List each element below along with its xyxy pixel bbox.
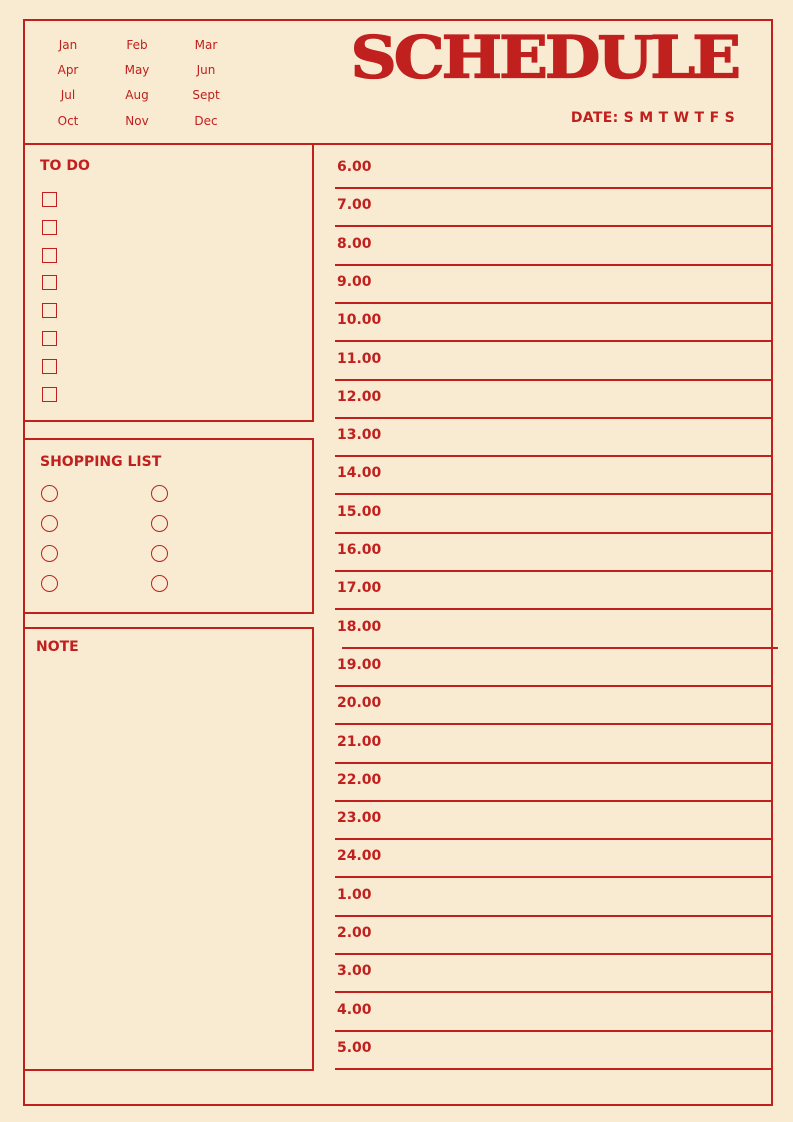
time-slot-line[interactable] <box>335 1067 771 1070</box>
time-slot-line[interactable] <box>335 799 771 802</box>
time-label: 7.00 <box>337 197 372 214</box>
time-slot-line[interactable] <box>335 953 771 955</box>
time-slot-line[interactable] <box>342 646 778 649</box>
time-slot-line[interactable] <box>335 570 771 572</box>
time-slot-line[interactable] <box>335 1029 771 1032</box>
todo-checkbox[interactable] <box>42 247 57 263</box>
page-title: SCHEDULE <box>350 24 742 93</box>
time-label: 10.00 <box>337 312 382 329</box>
time-slot-line[interactable] <box>335 991 771 994</box>
time-label: 9.00 <box>337 273 372 290</box>
time-label: 17.00 <box>337 580 382 597</box>
shopping-item-circle[interactable] <box>151 575 168 592</box>
time-slot-line[interactable] <box>335 531 771 534</box>
month-jul[interactable]: Jul <box>60 88 76 102</box>
time-label: 3.00 <box>337 963 372 980</box>
time-slot-line[interactable] <box>335 876 771 879</box>
time-label: 24.00 <box>337 848 382 865</box>
todo-checkbox[interactable] <box>42 219 57 235</box>
time-slot-line[interactable] <box>335 340 771 343</box>
note-heading: NOTE <box>36 639 79 655</box>
time-slot-line[interactable] <box>335 684 771 687</box>
note-section <box>23 627 314 1071</box>
time-label: 23.00 <box>337 810 382 827</box>
time-label: 11.00 <box>337 350 382 367</box>
date-label: DATE: S M T W T F S <box>570 110 735 126</box>
month-may[interactable]: May <box>124 63 150 77</box>
shopping-heading: SHOPPING LIST <box>40 454 162 470</box>
shopping-item-circle[interactable] <box>41 575 58 592</box>
time-slot-line[interactable] <box>335 301 771 304</box>
time-label: 13.00 <box>337 427 382 444</box>
time-label: 20.00 <box>337 695 382 712</box>
shopping-item-circle[interactable] <box>41 485 58 502</box>
todo-checkbox[interactable] <box>42 331 57 346</box>
time-slot-line[interactable] <box>335 493 771 496</box>
todo-checkbox[interactable] <box>42 358 57 374</box>
time-label: 15.00 <box>337 503 382 520</box>
time-label: 19.00 <box>337 656 382 673</box>
month-apr[interactable]: Apr <box>57 63 79 77</box>
todo-checkbox[interactable] <box>42 386 57 402</box>
time-label: 5.00 <box>337 1039 372 1056</box>
todo-checkbox[interactable] <box>42 275 57 291</box>
shopping-item-circle[interactable] <box>41 545 58 562</box>
month-jun[interactable]: Jun <box>196 63 216 77</box>
month-sept[interactable]: Sept <box>192 88 220 102</box>
time-slot-line[interactable] <box>335 838 771 841</box>
month-oct[interactable]: Oct <box>57 114 79 128</box>
time-slot-line[interactable] <box>335 455 771 458</box>
time-slot-line[interactable] <box>335 225 771 228</box>
month-mar[interactable]: Mar <box>194 38 218 52</box>
time-slot-line[interactable] <box>335 723 771 726</box>
time-label: 2.00 <box>337 925 372 941</box>
time-label: 4.00 <box>337 1001 372 1018</box>
time-label: 12.00 <box>337 388 382 405</box>
time-label: 16.00 <box>337 542 382 558</box>
shopping-section <box>23 438 314 614</box>
todo-heading: TO DO <box>40 158 90 174</box>
month-aug[interactable]: Aug <box>125 88 149 102</box>
todo-checkbox[interactable] <box>42 303 57 319</box>
shopping-item-circle[interactable] <box>151 545 168 562</box>
time-slot-line[interactable] <box>335 263 771 266</box>
shopping-item-circle[interactable] <box>151 485 168 502</box>
shopping-item-circle[interactable] <box>151 515 168 532</box>
time-label: 22.00 <box>337 771 382 788</box>
todo-checkbox[interactable] <box>42 192 57 207</box>
time-slot-line[interactable] <box>335 187 771 189</box>
time-slot-line[interactable] <box>335 416 771 419</box>
month-feb[interactable]: Feb <box>126 38 148 52</box>
time-slot-line[interactable] <box>335 914 771 917</box>
header-divider <box>23 143 772 145</box>
time-slot-line[interactable] <box>335 761 771 764</box>
time-label: 6.00 <box>337 159 372 175</box>
time-label: 21.00 <box>337 733 382 750</box>
time-label: 14.00 <box>337 465 382 482</box>
todo-section <box>23 143 314 422</box>
time-slot-line[interactable] <box>335 378 771 381</box>
month-nov[interactable]: Nov <box>125 114 149 128</box>
time-label: 8.00 <box>337 235 372 252</box>
time-slot-line[interactable] <box>335 608 771 611</box>
time-label: 18.00 <box>337 618 382 635</box>
time-label: 1.00 <box>337 886 372 903</box>
month-jan[interactable]: Jan <box>58 38 78 52</box>
month-dec[interactable]: Dec <box>194 114 218 128</box>
shopping-item-circle[interactable] <box>41 515 58 532</box>
